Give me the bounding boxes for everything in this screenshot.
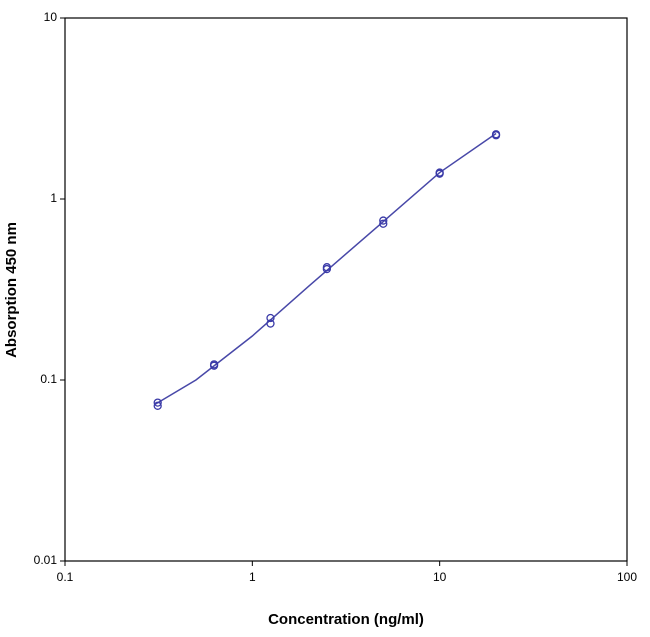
data-point [153,401,162,410]
fit-curve [153,132,497,406]
x-axis-title: Concentration (ng/ml) [268,611,424,628]
data-point [209,361,219,370]
y-tick-label: 1 [50,191,57,205]
data-point [153,398,162,407]
data-point [491,131,501,140]
plot-frame [64,17,628,562]
y-tick-label: 10 [44,10,58,24]
x-tick-label: 100 [617,570,637,584]
x-tick-label: 1 [249,570,256,584]
data-point [379,216,388,225]
data-point [379,219,388,228]
data-point [435,169,444,178]
x-tick-label: 0.1 [57,570,74,584]
data-point [266,313,275,323]
data-point [266,319,275,328]
data-point [322,264,332,274]
y-tick-label: 0.1 [40,372,57,386]
y-axis-title: Absorption 450 nm [3,222,20,358]
y-tick-label: 0.01 [34,553,58,567]
x-tick-label: 10 [433,570,447,584]
